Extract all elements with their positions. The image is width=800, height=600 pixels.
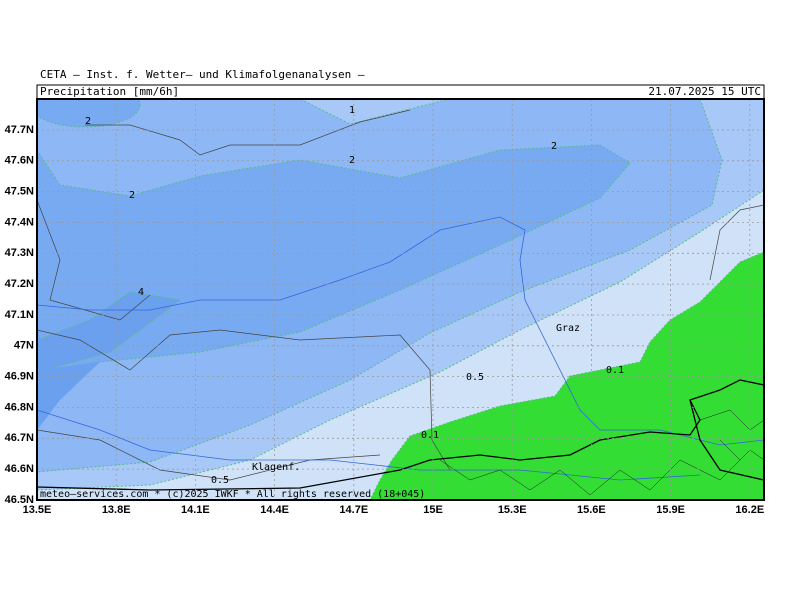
lat-label: 47N [14,340,34,352]
lon-label: 14.7E [339,504,368,516]
title: Precipitation [mm/6h] [40,85,179,98]
contour-label: 2 [349,155,355,166]
contour-labels: 1 2 2 2 2 4 0.5 0.5 0.1 0.1 Graz Klagenf. [85,105,624,486]
rivers [37,216,764,481]
lat-label: 46.6N [5,463,34,475]
city-label: Klagenf. [252,462,300,473]
lon-label: 15.9E [656,504,685,516]
valid-time: 21.07.2025 15 UTC [648,85,761,98]
lat-label: 46.8N [5,401,34,413]
districts [439,409,764,496]
lon-label: 14.4E [260,504,289,516]
lat-label: 47.1N [5,309,34,321]
lon-label: 13.5E [23,504,52,516]
map-area: 1 2 2 2 2 4 0.5 0.5 0.1 0.1 Graz Klagenf. [37,99,764,500]
lon-label: 14.1E [181,504,210,516]
lat-label: 47.5N [5,186,34,198]
lat-label: 47.7N [5,124,34,136]
contour-label: 0.5 [466,372,484,383]
footer: meteo—services.com * (c)2025 IWKF * All … [40,489,425,500]
lat-label: 46.7N [5,432,34,444]
contour-2b [37,99,141,128]
lon-label: 15.6E [577,504,606,516]
lat-label: 47.3N [5,247,34,259]
contour-label: 2 [85,116,91,127]
lon-label: 16.2E [735,504,764,516]
contour-label: 4 [138,287,144,298]
lat-label: 46.9N [5,371,34,383]
lon-label: 15.3E [498,504,527,516]
lat-label: 46.5N [5,494,34,506]
contour-label: 0.1 [606,365,624,376]
city-label: Graz [556,323,580,334]
institute: CETA — Inst. f. Wetter— und Klimafolgena… [40,68,365,81]
map-frame [36,98,765,501]
contour-label: 0.1 [421,430,439,441]
contour-4b [37,362,100,430]
contour-label: 2 [551,141,557,152]
axes: 47.7N 47.6N 47.5N 47.4N 47.3N 47.2N 47.1N 47N 46… [5,124,765,516]
lat-label: 47.4N [5,216,34,228]
lon-label: 15E [423,504,443,516]
lat-label: 47.6N [5,155,34,167]
borders [37,109,764,481]
grid [37,99,764,500]
contour-label: 1 [349,105,355,116]
contour-label: 0.5 [211,475,229,486]
contour-2 [37,144,631,373]
contour-label: 2 [129,190,135,201]
lat-label: 47.2N [5,278,34,290]
contour-4 [37,291,182,373]
national-border [37,379,764,491]
lon-label: 13.8E [102,504,131,516]
